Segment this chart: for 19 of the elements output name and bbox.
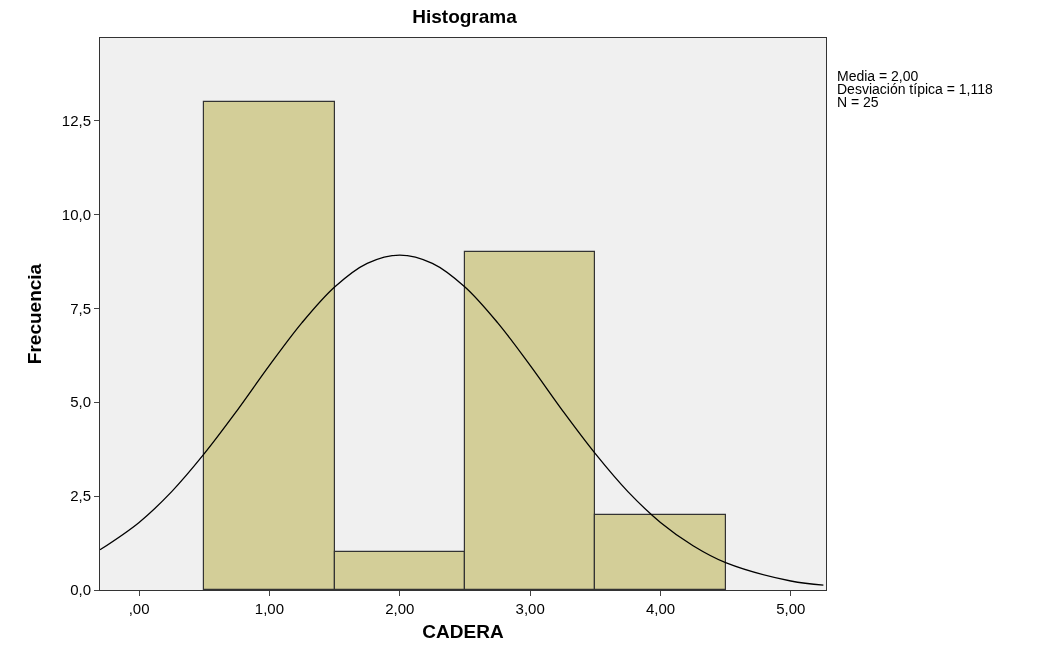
y-tick-label: 2,5 <box>70 487 91 505</box>
text: N = 25 <box>837 94 879 110</box>
y-tick-label: 12,5 <box>61 111 91 129</box>
x-tick-label: 2,00 <box>385 600 415 617</box>
x-tick-label: 3,00 <box>515 600 545 617</box>
y-tick-label: 7,5 <box>70 299 91 317</box>
y-axis-title: Frecuencia <box>23 263 45 365</box>
chart-title: Histograma <box>412 6 518 28</box>
x-axis-title: CADERA <box>422 620 504 642</box>
text: Media = 2,00 <box>837 68 919 84</box>
x-tick-label: 4,00 <box>645 600 676 617</box>
x-tick-label: 5,00 <box>776 600 806 617</box>
line-series <box>100 254 825 586</box>
text: Desviación típica = 1,118 <box>837 81 993 97</box>
y-tick-label: 0,0 <box>70 581 91 599</box>
x-tick-label: ,00 <box>128 600 150 617</box>
y-tick-label: 5,0 <box>70 393 91 411</box>
x-tick-label: 1,00 <box>254 600 285 617</box>
y-tick-label: 10,0 <box>61 205 91 223</box>
